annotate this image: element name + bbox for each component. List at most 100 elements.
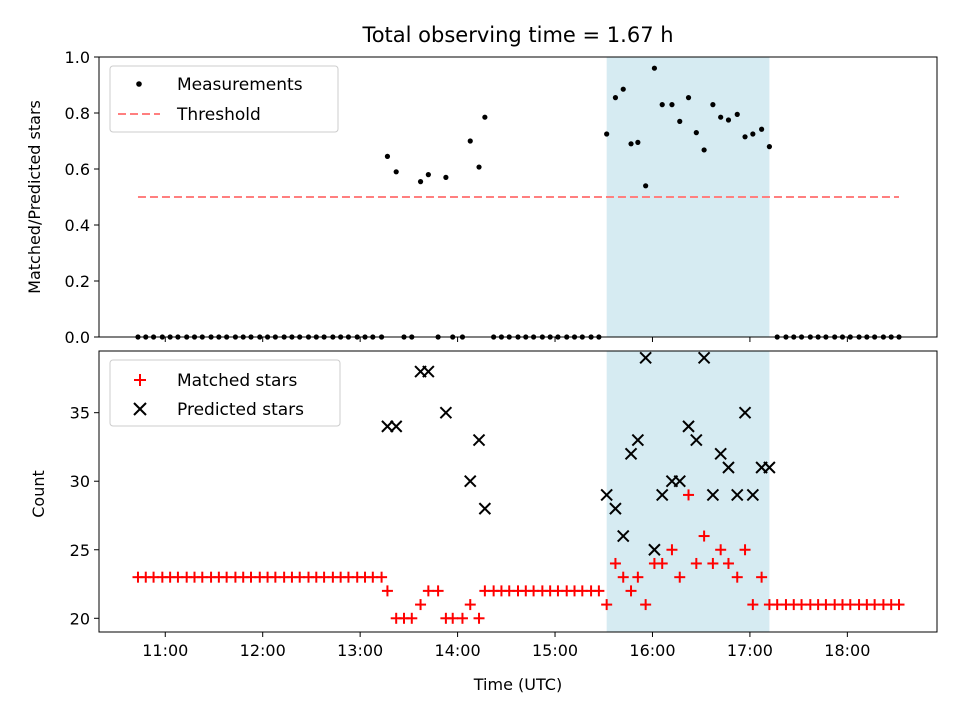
matched-stars-point [601,599,613,611]
measurement-point [659,102,665,108]
bottom-y-tick-label: 20 [70,609,90,628]
predicted-stars-point [639,351,652,365]
predicted-stars-point [472,433,486,447]
matched-stars-point [674,571,686,583]
x-tick-label: 18:00 [824,641,870,660]
top-y-tick-label: 0.0 [65,328,90,347]
matched-stars-point [722,557,734,569]
top-y-tick-label: 0.4 [65,216,90,235]
matched-stars-point [893,599,905,611]
top-legend: Measurements Threshold [109,65,339,133]
predicted-stars-point [682,420,695,433]
matched-stars-point [715,544,727,556]
predicted-stars-point [697,351,711,365]
bottom-y-tick-label: 30 [70,472,90,491]
top-y-tick-label: 1.0 [65,48,90,67]
bottom-y-tick-label: 25 [70,541,90,560]
bottom-panel: 20 25 30 35 11:00 12:00 13:00 14:00 15:00 16:00 17… [29,350,938,694]
matched-stars-point [707,557,719,569]
matched-stars-point [690,557,702,569]
x-tick-label: 14:00 [435,641,481,660]
matched-stars-point [473,612,485,624]
legend-measurements-label: Measurements [177,75,303,95]
matched-stars-point [747,599,759,611]
measurement-point [669,102,675,108]
matched-stars-point [376,571,388,583]
legend-predicted-stars-label: Predicted stars [177,400,304,420]
matched-stars-point [656,557,668,569]
x-tick-label: 11:00 [142,641,188,660]
top-y-tick-label: 0.8 [65,104,90,123]
predicted-stars-point [706,488,720,502]
matched-stars-point [381,585,393,597]
x-tick-label: 17:00 [727,641,773,660]
predicted-stars-point [690,433,703,447]
matched-stars-point [739,544,751,556]
predicted-stars-point [731,488,744,502]
predicted-stars-point [389,420,403,433]
measurement-point [742,134,748,140]
matched-stars-point [432,585,444,597]
top-legend-box [109,65,339,133]
predicted-stars-point [631,433,645,447]
measurement-point [628,141,634,147]
matched-stars-point [632,571,644,583]
matched-stars-point [406,612,418,624]
matched-stars-point [683,489,695,501]
predicted-stars-point [478,502,492,515]
matched-stars-point [731,571,743,583]
measurement-point [467,138,473,144]
predicted-stars-point [422,365,435,378]
top-y-tick-label: 0.2 [65,272,90,291]
top-y-axis-label: Matched/Predicted stars [25,100,44,294]
x-tick-label: 13:00 [337,641,383,660]
matched-stars-point [666,544,678,556]
matched-stars-point [756,571,768,583]
measurement-point [718,114,724,120]
predicted-stars-point [617,529,630,543]
x-axis-label: Time (UTC) [473,675,562,694]
figure-title: Total observing time = 1.67 h [361,23,673,47]
bottom-y-tick-label: 35 [70,404,90,423]
measurement-point [393,169,399,175]
measurement-point [734,111,740,117]
predicted-stars-point [656,488,669,502]
x-tick-label: 12:00 [240,641,286,660]
measurement-point [417,179,424,185]
matched-stars-point [464,599,476,611]
top-axis-ticks: 0.0 0.2 0.4 0.6 0.8 1.0 [65,48,848,347]
bottom-plot-frame [98,350,938,633]
predicted-stars-point [609,502,622,515]
bottom-data-marks [132,351,905,624]
predicted-stars-point [738,406,752,419]
matched-stars-point [422,585,434,597]
measurement-point [604,131,610,137]
measurement-point [725,117,732,123]
legend-predicted-stars-marker [133,402,147,416]
matched-stars-point [593,585,605,597]
predicted-stars-point [600,488,613,502]
measurement-point [685,95,692,101]
matched-stars-point [617,571,629,583]
measurement-point [651,65,658,71]
measurement-point [750,131,756,137]
bottom-axis-ticks: 20 25 30 35 11:00 12:00 13:00 14:00 15:00 16:00 17… [70,404,871,660]
measurement-point [620,86,626,92]
matched-stars-point [447,612,459,624]
measurement-point [612,95,619,101]
matched-stars-point [640,599,652,611]
top-y-tick-label: 0.6 [65,160,90,179]
measurement-point [635,139,641,145]
measurement-point [677,118,683,124]
legend-matched-stars-marker [134,374,146,386]
legend-matched-stars-label: Matched stars [177,371,297,391]
measurement-point [710,102,716,108]
measurement-point [476,164,482,170]
predicted-stars-point [648,543,661,556]
predicted-stars-point [439,406,453,419]
matched-stars-point [625,585,637,597]
matched-stars-point [609,557,621,569]
measurement-point [443,174,449,180]
matched-stars-point [698,530,710,542]
